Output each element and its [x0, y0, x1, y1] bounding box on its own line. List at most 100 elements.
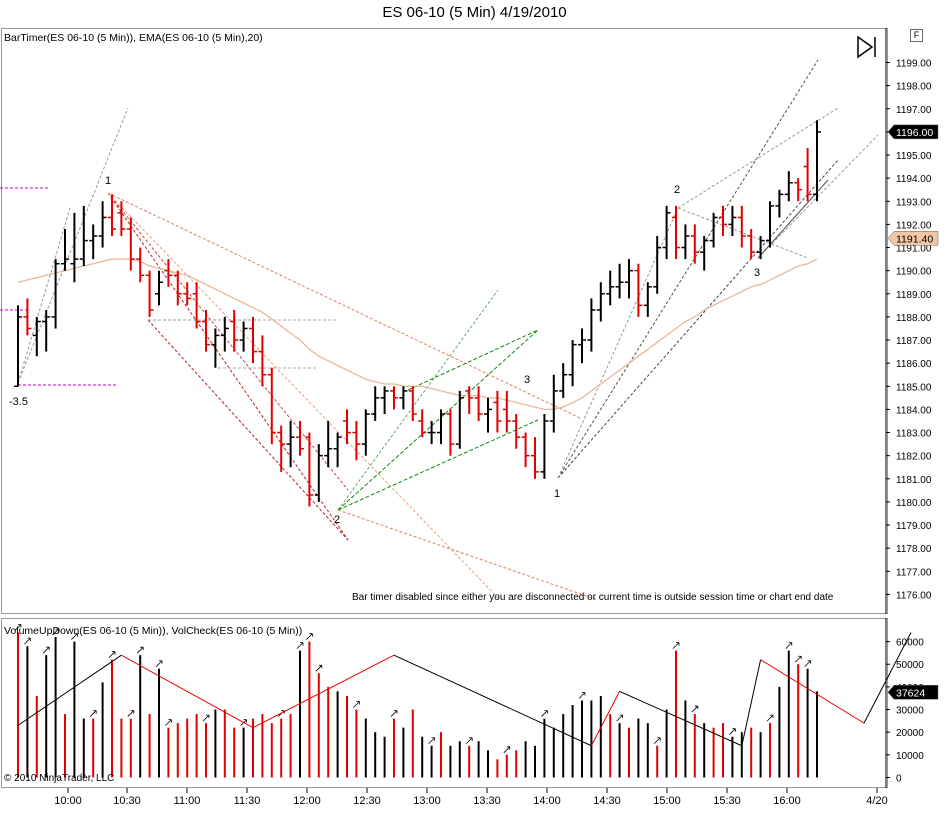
ema-20-line: [17, 258, 818, 411]
price-bar: [361, 409, 370, 456]
price-tick-label: 1180.00: [896, 498, 932, 509]
price-bar: [343, 409, 351, 445]
copyright-text: © 2010 NinjaTrader, LLC: [4, 773, 115, 784]
price-tick-label: 1192.00: [896, 220, 932, 231]
price-bar: [502, 390, 511, 433]
price-bar: [615, 263, 624, 299]
volcheck-arrow: [306, 633, 313, 640]
price-bar: [267, 367, 276, 445]
trend-line: [107, 192, 349, 541]
price-bar: [89, 224, 98, 260]
volcheck-arrow: [616, 714, 623, 722]
price-bar: [587, 298, 596, 352]
volcheck-arrow: [296, 642, 304, 649]
volcheck-arrow: [785, 642, 793, 649]
bar-controls: [857, 35, 876, 59]
volume-tick-label: 0: [896, 773, 902, 784]
price-bar: [371, 386, 380, 421]
time-tick-label: 10:30: [113, 795, 141, 807]
price-bar: [643, 282, 652, 317]
volcheck-arrow: [14, 624, 22, 631]
axes: 1176.00 1177.00 1178.00 1179.00 1180.00 1181.…: [54, 28, 939, 807]
price-bar: [784, 171, 793, 202]
trend-line: [407, 329, 539, 391]
zigzag-segment: [393, 654, 592, 747]
price-bar: [390, 386, 398, 410]
volcheck-arrow: [165, 719, 172, 726]
price-bar: [747, 229, 756, 260]
price-bar: [399, 386, 408, 410]
volcheck-arrow: [503, 746, 511, 754]
swing-label-1a: 1: [105, 175, 112, 187]
volcheck-arrow: [672, 642, 680, 649]
time-tick-label: 11:00: [174, 795, 201, 807]
zigzag-segment: [760, 659, 865, 724]
price-bars: [14, 120, 821, 507]
time-tick-label: 12:30: [353, 795, 381, 807]
price-tick-label: 1199.00: [896, 59, 932, 70]
price-bar: [230, 309, 239, 352]
trend-line: [107, 192, 581, 419]
swing-label-2b: 2: [674, 184, 681, 196]
ema-value-tag: 1191.40: [887, 231, 939, 246]
price-bar: [653, 235, 662, 294]
last-volume-tag-box: [887, 685, 939, 700]
price-bar: [690, 224, 699, 264]
price-bar: [324, 420, 333, 468]
price-bar: [14, 305, 22, 388]
price-bar: [465, 386, 474, 415]
trend-line: [147, 319, 349, 541]
price-bar: [493, 390, 502, 433]
price-bar: [220, 316, 229, 352]
last-volume-tag-text: 37624: [896, 687, 925, 699]
volume-tick-label: 30000: [896, 706, 924, 717]
time-tick-label: 14:30: [593, 795, 621, 807]
price-bar: [173, 270, 182, 306]
trend-line: [337, 509, 599, 601]
price-bar: [61, 229, 69, 271]
time-tick-label: 13:00: [413, 795, 441, 807]
price-tick-label: 1193.00: [896, 197, 932, 208]
time-tick-label: 4/20: [866, 795, 887, 807]
volume-panel-label: VolumeUpDown(ES 06-10 (5 Min)), VolCheck…: [4, 625, 303, 637]
price-bar: [23, 298, 32, 336]
price-bar: [211, 328, 220, 368]
price-bar: [766, 201, 774, 248]
skip-forward-icon[interactable]: [857, 35, 874, 59]
price-bar: [559, 363, 568, 398]
trend-line: [17, 207, 71, 384]
f-button[interactable]: F: [910, 29, 923, 42]
price-bar: [634, 263, 643, 317]
price-tick-label: 1178.00: [896, 544, 932, 555]
price-bar: [380, 386, 389, 415]
price-bar: [719, 205, 727, 236]
price-bar: [98, 201, 107, 248]
price-bar: [446, 409, 455, 456]
volume-tick-label: 50000: [896, 660, 924, 671]
bar-timer-message: Bar timer disabled since either you are …: [352, 592, 834, 603]
price-bar: [51, 259, 60, 329]
price-bar: [521, 432, 530, 468]
start-label: -3.5: [9, 396, 28, 408]
price-bar: [126, 217, 135, 271]
trend-line: [17, 107, 129, 384]
volcheck-arrow: [71, 633, 78, 640]
price-tick-label: 1197.00: [896, 105, 932, 116]
price-bar: [408, 386, 417, 421]
trend-line: [107, 192, 349, 491]
volume-panel: [1, 618, 888, 788]
price-bar: [79, 205, 88, 267]
volcheck-arrow: [89, 710, 97, 717]
volcheck-arrow: [465, 737, 473, 745]
price-bar: [352, 420, 361, 461]
price-bar: [681, 224, 690, 260]
price-bar: [549, 374, 558, 433]
price-tick-label: 1187.00: [896, 336, 932, 347]
zigzag-segment: [252, 654, 395, 729]
price-tick-label: 1194.00: [896, 174, 932, 185]
volcheck-arrow: [353, 701, 360, 708]
price-bar: [239, 321, 248, 352]
price-bar: [700, 235, 709, 271]
price-tick-label: 1184.00: [896, 405, 932, 416]
